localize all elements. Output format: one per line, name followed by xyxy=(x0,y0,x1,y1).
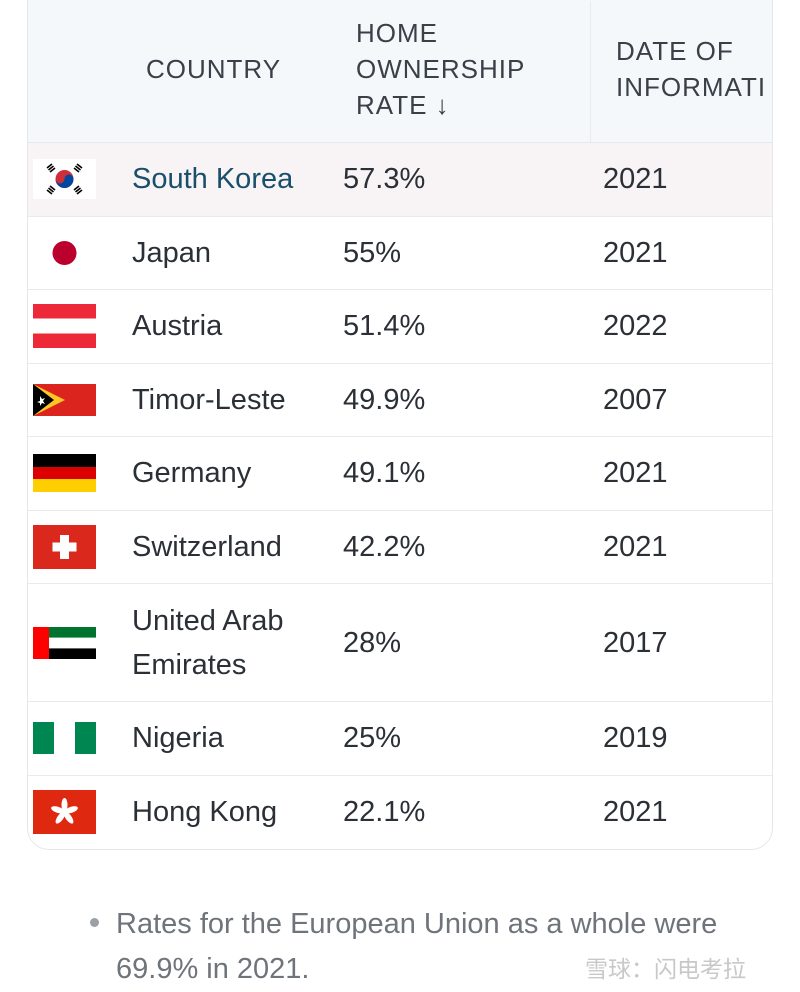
table-row: Hong Kong 22.1% 2021 xyxy=(28,776,772,850)
country-name: United Arab Emirates xyxy=(132,604,284,681)
ownership-rate: 25% xyxy=(343,722,402,755)
ownership-rate: 22.1% xyxy=(343,796,426,829)
date-of-information: 2007 xyxy=(603,383,668,416)
country-name: Switzerland xyxy=(132,530,282,563)
ownership-rate: 57.3% xyxy=(343,163,426,196)
bullet xyxy=(90,918,99,927)
date-of-information: 2021 xyxy=(603,236,668,269)
uae-flag-icon xyxy=(33,623,96,663)
table-header: COUNTRY HOME OWNERSHIP RATE ↓ DATE OF IN… xyxy=(28,0,772,143)
watermark: 雪球：闪电考拉 xyxy=(585,957,746,983)
ownership-rate: 28% xyxy=(343,626,402,659)
country-name: Hong Kong xyxy=(132,796,278,829)
table-row: South Korea 57.3% 2021 xyxy=(28,143,772,217)
ownership-rate: 55% xyxy=(343,236,402,269)
header-country[interactable]: COUNTRY xyxy=(146,54,282,84)
timor-leste-flag-icon xyxy=(33,380,96,420)
date-of-information: 2017 xyxy=(603,626,668,659)
country-name: Timor-Leste xyxy=(132,383,286,416)
column-divider xyxy=(590,1,591,142)
table-row: Nigeria 25% 2019 xyxy=(28,702,772,776)
eu-note: Rates for the European Union as a whole … xyxy=(116,908,718,985)
date-of-information: 2021 xyxy=(603,163,668,196)
nigeria-flag-icon xyxy=(33,718,96,758)
date-of-information: 2021 xyxy=(603,530,668,563)
ownership-rate: 42.2% xyxy=(343,530,426,563)
austria-flag-icon xyxy=(33,304,96,349)
hong-kong-flag-icon xyxy=(33,790,96,835)
south-korea-flag-icon xyxy=(33,159,96,200)
ownership-rate: 51.4% xyxy=(343,310,426,343)
germany-flag-icon xyxy=(33,453,96,493)
table-row: Timor-Leste 49.9% 2007 xyxy=(28,364,772,437)
country-name: Japan xyxy=(132,236,212,269)
arrow-down-icon: ↓ xyxy=(435,90,450,120)
country-name[interactable]: South Korea xyxy=(132,163,294,196)
japan-flag-icon xyxy=(33,232,96,273)
ownership-rate: 49.1% xyxy=(343,457,426,490)
table-row: Japan 55% 2021 xyxy=(28,217,772,290)
table-row: Germany 49.1% 2021 xyxy=(28,437,772,511)
table-row: Austria 51.4% 2022 xyxy=(28,290,772,364)
date-of-information: 2022 xyxy=(603,310,668,343)
date-of-information: 2021 xyxy=(603,796,668,829)
header-date[interactable]: DATE OF INFORMATI xyxy=(616,36,767,102)
home-ownership-table: COUNTRY HOME OWNERSHIP RATE ↓ DATE OF IN… xyxy=(27,0,773,850)
country-name: Germany xyxy=(132,457,252,490)
header-rate[interactable]: HOME OWNERSHIP RATE ↓ xyxy=(356,18,525,120)
date-of-information: 2021 xyxy=(603,457,668,490)
country-name: Austria xyxy=(132,310,223,343)
ownership-rate: 49.9% xyxy=(343,383,426,416)
table-row: Switzerland 42.2% 2021 xyxy=(28,511,772,584)
switzerland-flag-icon xyxy=(33,524,96,569)
date-of-information: 2019 xyxy=(603,722,668,755)
country-name: Nigeria xyxy=(132,722,224,755)
table-row: United Arab Emirates 28% 2017 xyxy=(28,584,772,702)
